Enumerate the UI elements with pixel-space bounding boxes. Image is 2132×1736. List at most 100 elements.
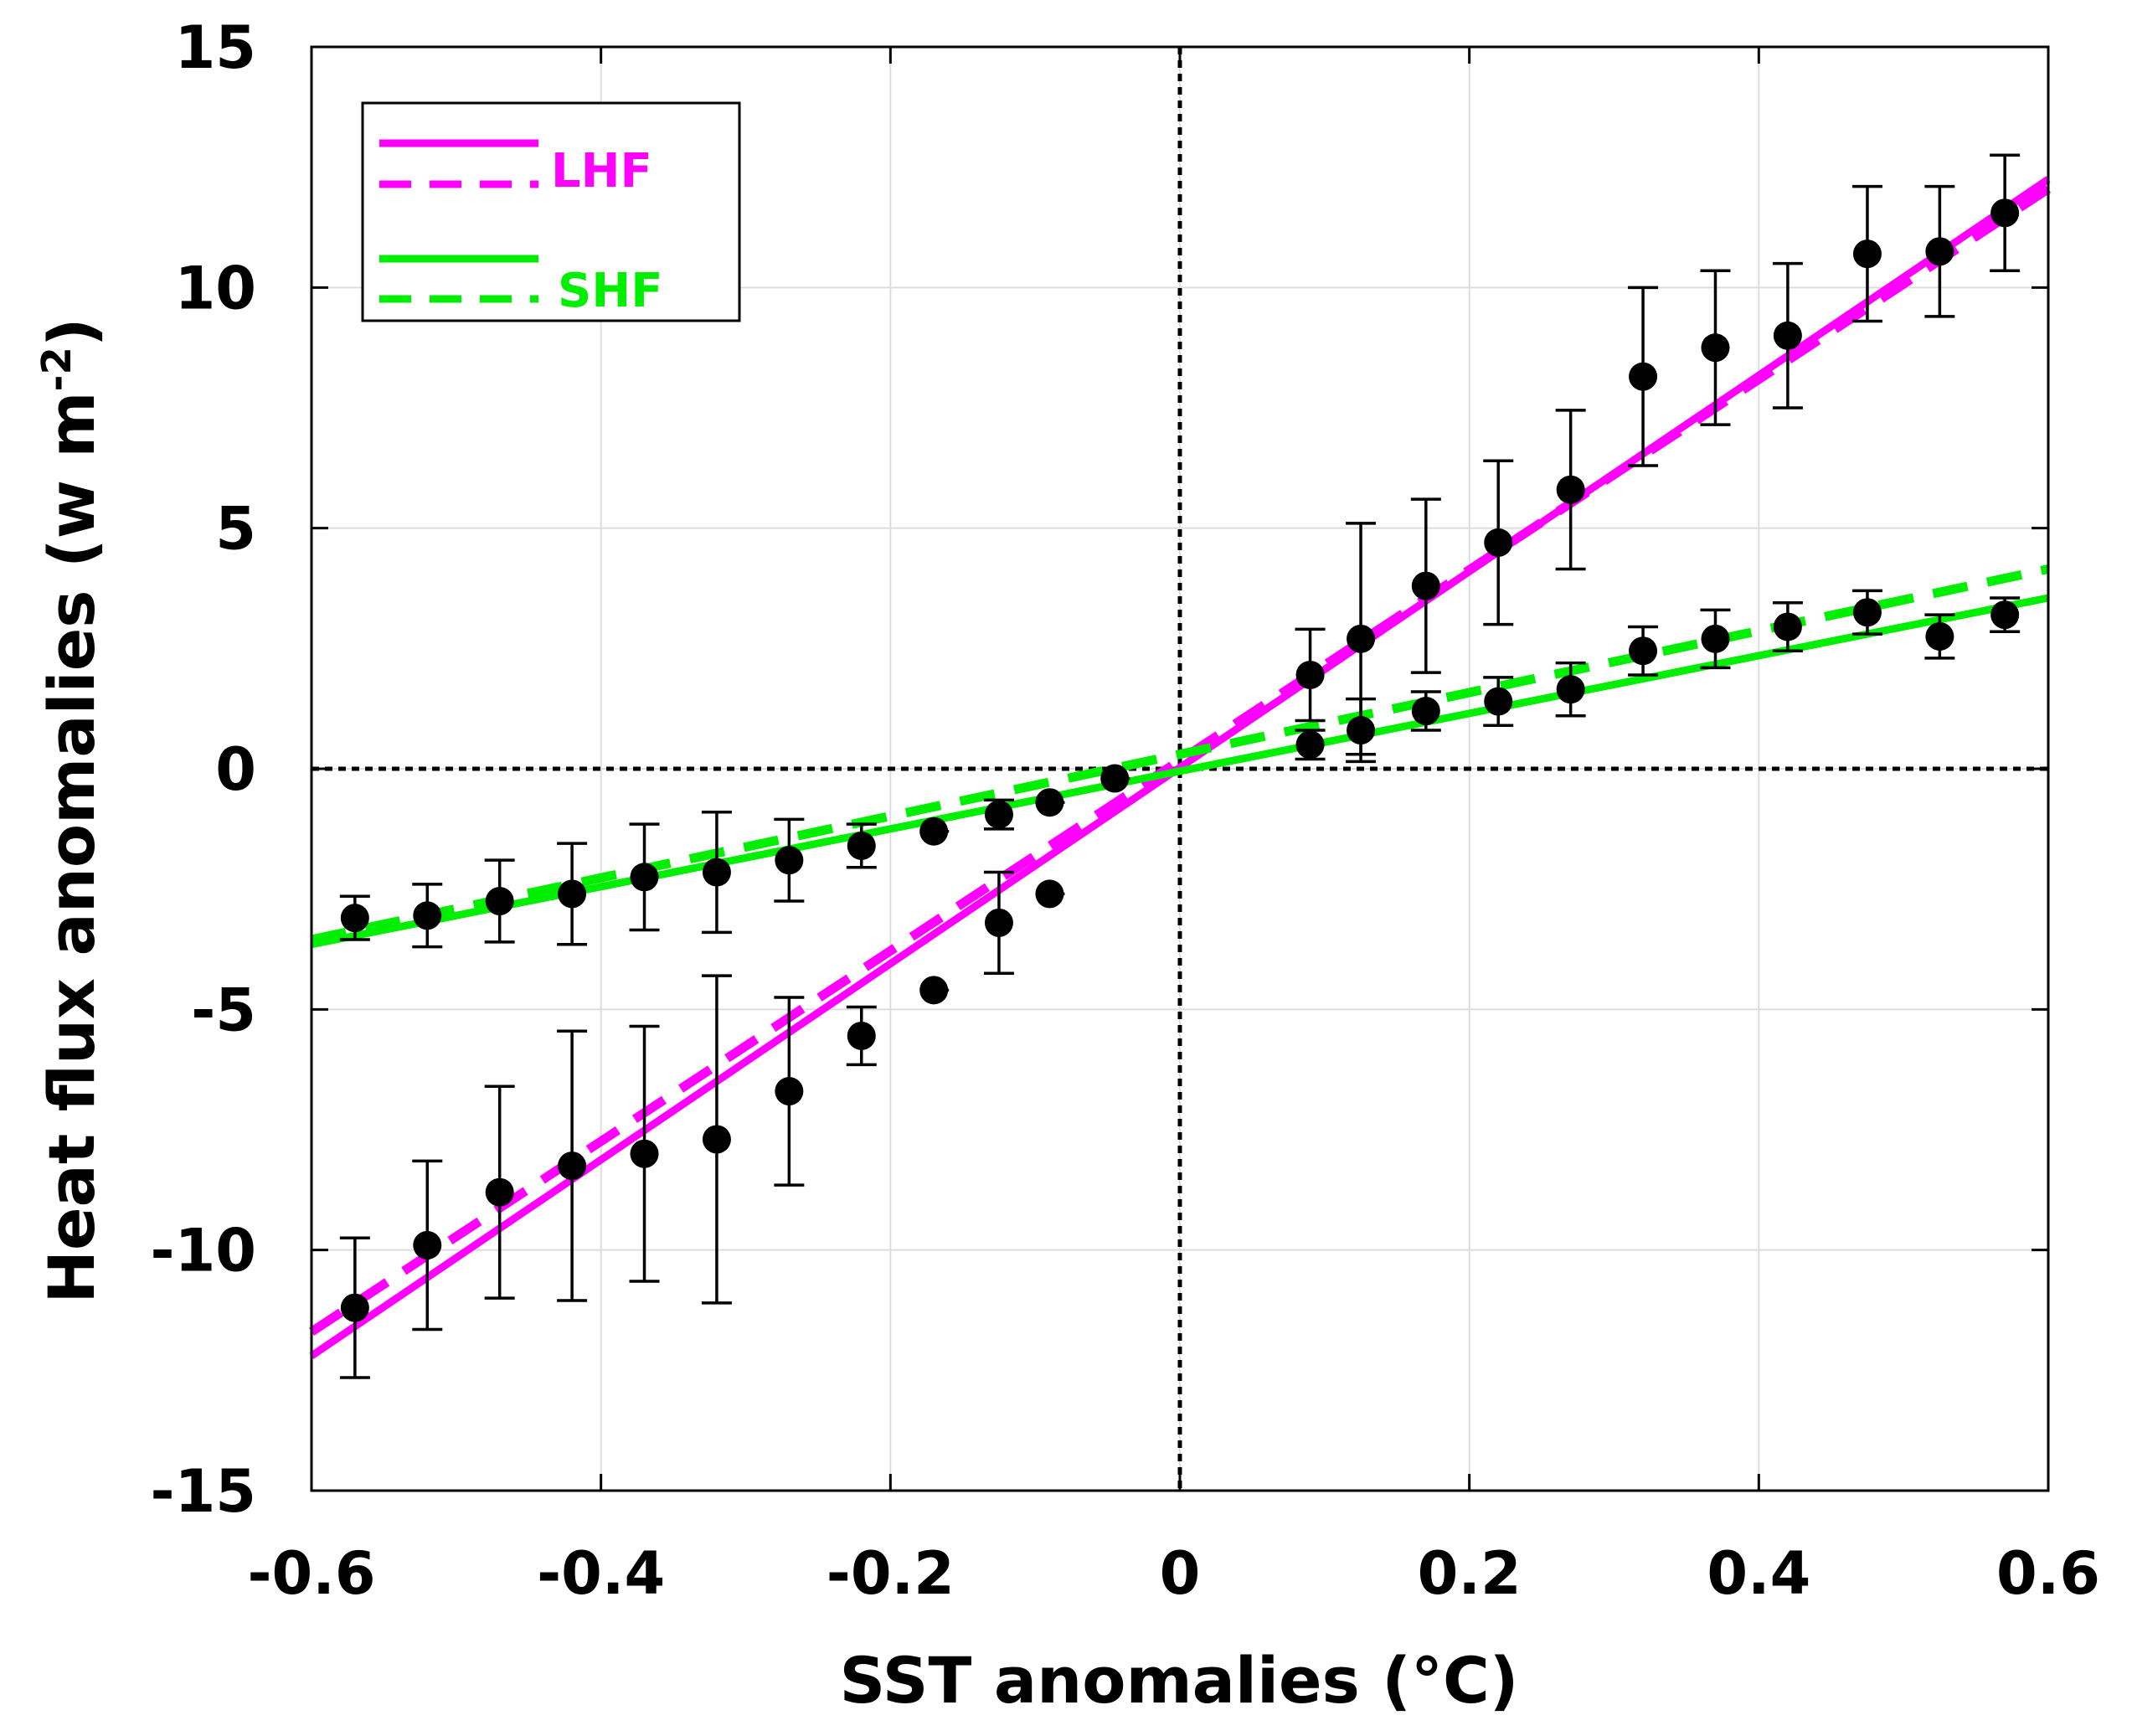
shf-binned-point-15 xyxy=(1483,676,1514,728)
shf-binned-point-4 xyxy=(629,822,660,932)
shf-binned-marker-11 xyxy=(1100,764,1130,793)
x-tick-label-1: -0.4 xyxy=(537,1539,665,1608)
lhf-binned-marker-12 xyxy=(1347,624,1376,653)
data-points xyxy=(339,153,2021,1379)
lhf-binned-marker-21 xyxy=(1990,198,2020,228)
lhf-binned-point-10 xyxy=(1035,879,1065,909)
legend-shf-label: SHF xyxy=(558,264,662,318)
shf-binned-point-5 xyxy=(701,810,732,935)
lhf-binned-marker-5 xyxy=(702,1125,731,1154)
shf-binned-marker-4 xyxy=(630,863,659,892)
lhf-binned-marker-16 xyxy=(1629,362,1658,391)
shf-binned-point-22 xyxy=(1990,596,2021,633)
lhf-binned-point-2 xyxy=(484,1084,515,1300)
lhf-binned-point-21 xyxy=(1990,153,2021,272)
shf-binned-point-9 xyxy=(983,798,1014,831)
lhf-binned-point-9 xyxy=(983,870,1014,975)
lhf-binned-marker-2 xyxy=(485,1177,514,1207)
lhf-binned-point-16 xyxy=(1628,286,1659,467)
lhf-binned-point-5 xyxy=(701,974,732,1305)
lhf-binned-point-20 xyxy=(1924,184,1955,318)
lhf-binned-point-8 xyxy=(919,976,950,1005)
lhf-binned-marker-4 xyxy=(630,1139,659,1168)
legend-box xyxy=(361,101,741,322)
y-tick-label-4: 5 xyxy=(215,495,256,564)
lhf-binned-marker-9 xyxy=(984,908,1013,937)
y-tick-label-0: -15 xyxy=(151,1457,256,1526)
lhf-binned-point-4 xyxy=(629,1024,660,1283)
lhf-binned-point-3 xyxy=(557,1029,588,1302)
x-axis-title: SST anomalies (°C) xyxy=(839,1643,1518,1718)
fit-line-lhf-dashed xyxy=(308,184,2052,1336)
shf-binned-marker-6 xyxy=(775,846,804,875)
y-axis-title-close: ) xyxy=(34,317,109,347)
shf-binned-point-11 xyxy=(1100,764,1130,793)
y-axis-title: Heat flux anomalies (w m-2) xyxy=(33,317,109,1303)
shf-binned-point-17 xyxy=(1628,625,1659,677)
shf-binned-marker-19 xyxy=(1773,612,1802,641)
fit-line-shf-solid xyxy=(311,594,2049,949)
legend: LHF SHF xyxy=(361,101,741,322)
lhf-binned-point-6 xyxy=(774,996,805,1187)
shf-binned-point-20 xyxy=(1851,589,1882,636)
lhf-binned-marker-13 xyxy=(1411,571,1440,600)
shf-binned-point-10 xyxy=(1035,788,1065,817)
shf-binned-point-6 xyxy=(774,817,805,903)
lhf-binned-marker-7 xyxy=(847,1021,876,1050)
y-tick-label-6: 15 xyxy=(175,13,256,82)
shf-binned-marker-20 xyxy=(1852,598,1882,627)
lhf-binned-marker-10 xyxy=(1035,879,1064,909)
shf-binned-marker-5 xyxy=(702,858,731,887)
shf-binned-marker-2 xyxy=(485,887,514,916)
shf-binned-marker-17 xyxy=(1629,636,1658,666)
shf-binned-marker-10 xyxy=(1035,788,1064,817)
shf-binned-point-21 xyxy=(1924,613,1955,660)
lhf-binned-marker-18 xyxy=(1773,321,1802,350)
y-axis-title-superscript: -2 xyxy=(33,347,80,391)
shf-binned-marker-12 xyxy=(1295,730,1325,760)
shf-binned-marker-13 xyxy=(1347,716,1376,745)
shf-binned-marker-9 xyxy=(984,800,1013,829)
y-tick-label-1: -10 xyxy=(151,1217,256,1285)
lhf-binned-point-17 xyxy=(1700,269,1731,426)
shf-binned-marker-21 xyxy=(1925,621,1954,651)
shf-binned-marker-18 xyxy=(1701,624,1730,653)
y-tick-label-5: 10 xyxy=(175,254,256,322)
axis-ticks: -0.6 -0.4 -0.2 0 0.2 0.4 0.6 -15 -10 -5 0 5 10 15 xyxy=(151,13,2100,1608)
lhf-binned-marker-3 xyxy=(558,1151,587,1181)
fit-line-shf-dashed xyxy=(310,564,2050,945)
shf-binned-marker-8 xyxy=(919,816,949,846)
x-tick-label-5: 0.4 xyxy=(1707,1539,1810,1608)
lhf-binned-marker-19 xyxy=(1852,240,1882,269)
shf-binned-point-1 xyxy=(412,883,443,949)
x-tick-label-2: -0.2 xyxy=(827,1539,955,1608)
lhf-binned-point-18 xyxy=(1772,261,1803,410)
shf-binned-point-19 xyxy=(1772,600,1803,652)
shf-binned-point-2 xyxy=(484,858,515,944)
x-tick-label-4: 0.2 xyxy=(1418,1539,1522,1608)
lhf-binned-marker-8 xyxy=(919,976,949,1005)
legend-lhf-label: LHF xyxy=(551,144,652,198)
lhf-binned-point-1 xyxy=(412,1159,443,1332)
shf-binned-point-14 xyxy=(1410,690,1441,732)
lhf-binned-marker-14 xyxy=(1484,528,1513,557)
y-axis-title-main: Heat flux anomalies (w m xyxy=(34,391,109,1303)
shf-binned-point-18 xyxy=(1700,608,1731,670)
shf-binned-marker-15 xyxy=(1484,687,1513,716)
shf-binned-marker-14 xyxy=(1411,697,1440,726)
shf-binned-point-12 xyxy=(1295,729,1326,761)
shf-binned-point-16 xyxy=(1555,661,1586,718)
shf-binned-marker-22 xyxy=(1990,600,2020,630)
lhf-binned-point-19 xyxy=(1851,184,1882,323)
shf-binned-marker-16 xyxy=(1556,675,1585,704)
lhf-binned-marker-15 xyxy=(1556,475,1585,504)
shf-binned-marker-0 xyxy=(340,904,369,933)
lhf-binned-marker-0 xyxy=(340,1293,369,1322)
y-tick-label-2: -5 xyxy=(191,976,256,1044)
lhf-binned-point-14 xyxy=(1483,459,1514,626)
shf-binned-marker-7 xyxy=(847,831,876,860)
shf-binned-point-8 xyxy=(919,816,950,846)
lhf-binned-marker-6 xyxy=(775,1077,804,1106)
x-tick-label-0: -0.6 xyxy=(247,1539,375,1608)
